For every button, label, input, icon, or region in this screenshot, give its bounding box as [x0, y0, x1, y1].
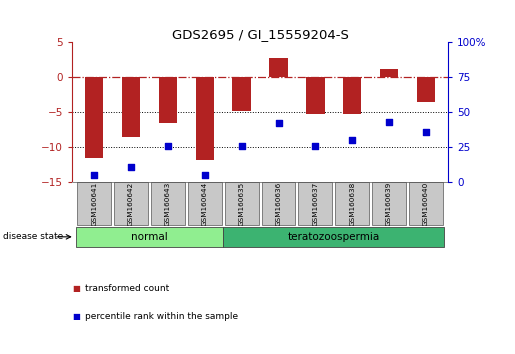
- FancyBboxPatch shape: [372, 182, 406, 225]
- FancyBboxPatch shape: [262, 182, 296, 225]
- Text: transformed count: transformed count: [85, 284, 169, 293]
- Text: GSM160638: GSM160638: [349, 182, 355, 226]
- Point: [422, 129, 430, 135]
- Text: teratozoospermia: teratozoospermia: [288, 232, 380, 242]
- Text: disease state: disease state: [3, 232, 63, 241]
- Text: percentile rank within the sample: percentile rank within the sample: [85, 312, 238, 321]
- FancyBboxPatch shape: [409, 182, 443, 225]
- Bar: [380, 69, 398, 78]
- Point: [274, 121, 283, 126]
- FancyBboxPatch shape: [223, 227, 444, 247]
- Bar: [417, 78, 435, 102]
- Text: ■: ■: [72, 312, 80, 321]
- Text: GSM160641: GSM160641: [91, 182, 97, 226]
- Point: [164, 143, 172, 149]
- Text: GSM160637: GSM160637: [313, 182, 318, 226]
- Text: GSM160639: GSM160639: [386, 182, 392, 226]
- Bar: [85, 78, 104, 158]
- FancyBboxPatch shape: [77, 182, 111, 225]
- Point: [348, 137, 356, 143]
- Bar: [343, 78, 362, 114]
- Point: [127, 164, 135, 170]
- Bar: [159, 78, 177, 123]
- FancyBboxPatch shape: [76, 227, 223, 247]
- Text: normal: normal: [131, 232, 168, 242]
- FancyBboxPatch shape: [225, 182, 259, 225]
- FancyBboxPatch shape: [335, 182, 369, 225]
- Bar: [196, 78, 214, 160]
- Bar: [306, 78, 324, 114]
- Text: ■: ■: [72, 284, 80, 293]
- Text: GSM160640: GSM160640: [423, 182, 429, 226]
- Point: [237, 143, 246, 149]
- FancyBboxPatch shape: [188, 182, 222, 225]
- Point: [385, 119, 393, 125]
- FancyBboxPatch shape: [114, 182, 148, 225]
- Text: GSM160643: GSM160643: [165, 182, 171, 226]
- Point: [90, 172, 98, 178]
- Point: [201, 172, 209, 178]
- Text: GSM160636: GSM160636: [276, 182, 282, 226]
- Bar: [269, 58, 288, 78]
- FancyBboxPatch shape: [298, 182, 332, 225]
- FancyBboxPatch shape: [151, 182, 185, 225]
- Text: GSM160635: GSM160635: [238, 182, 245, 226]
- Text: GSM160644: GSM160644: [202, 182, 208, 226]
- Bar: [122, 78, 140, 137]
- Point: [311, 143, 319, 149]
- Bar: [232, 78, 251, 111]
- Text: GSM160642: GSM160642: [128, 182, 134, 226]
- Title: GDS2695 / GI_15559204-S: GDS2695 / GI_15559204-S: [171, 28, 349, 41]
